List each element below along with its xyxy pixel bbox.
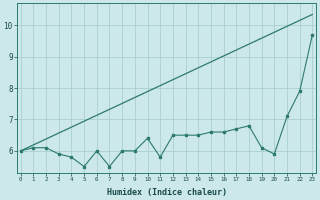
X-axis label: Humidex (Indice chaleur): Humidex (Indice chaleur)	[107, 188, 227, 197]
